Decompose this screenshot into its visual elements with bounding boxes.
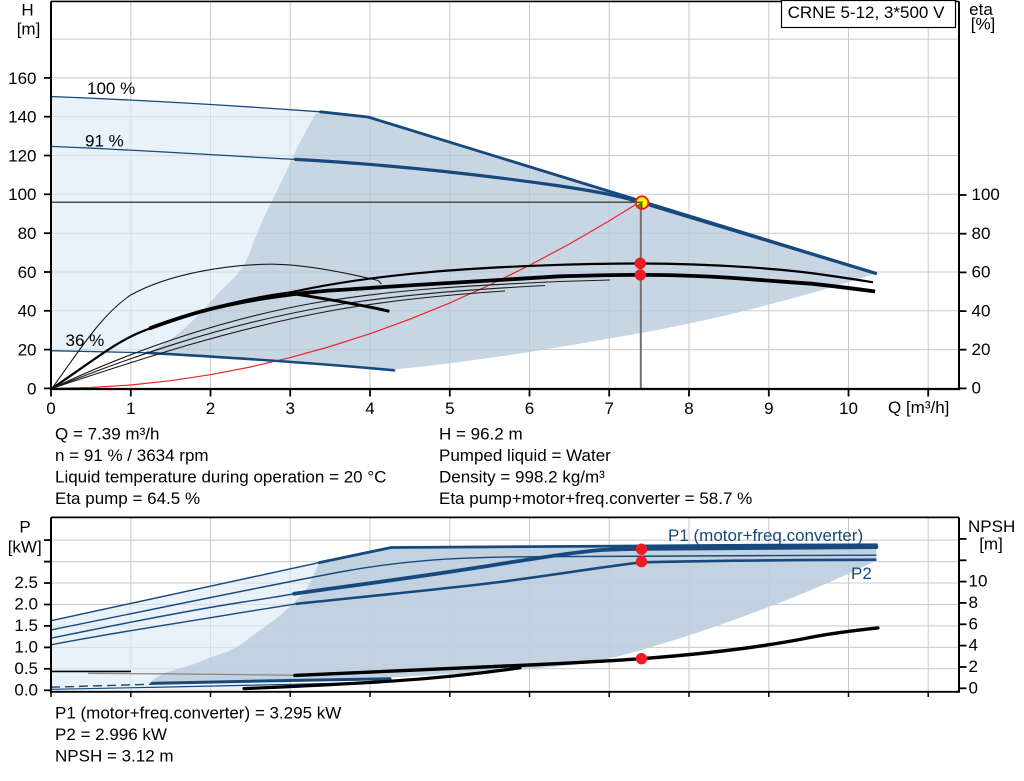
svg-text:8: 8	[684, 399, 693, 418]
svg-text:0.0: 0.0	[14, 680, 38, 699]
svg-text:Pumped liquid = Water: Pumped liquid = Water	[439, 446, 611, 465]
svg-text:1.0: 1.0	[14, 637, 38, 656]
svg-text:140: 140	[8, 108, 36, 127]
svg-text:0: 0	[969, 678, 978, 697]
svg-text:Eta pump+motor+freq.converter: Eta pump+motor+freq.converter = 58.7 %	[439, 489, 752, 508]
svg-text:5: 5	[445, 399, 454, 418]
svg-text:NPSH: NPSH	[968, 517, 1015, 536]
svg-text:2: 2	[206, 399, 215, 418]
svg-text:H = 96.2 m: H = 96.2 m	[439, 425, 523, 444]
svg-text:P: P	[19, 518, 30, 537]
svg-text:10: 10	[839, 399, 858, 418]
svg-text:80: 80	[972, 224, 991, 243]
svg-text:40: 40	[18, 302, 37, 321]
svg-text:P2 = 2.996 kW: P2 = 2.996 kW	[55, 725, 167, 744]
svg-text:36 %: 36 %	[66, 331, 105, 350]
svg-text:[kW]: [kW]	[8, 538, 42, 557]
svg-text:2.5: 2.5	[14, 573, 38, 592]
svg-text:100 %: 100 %	[87, 79, 135, 98]
svg-text:H: H	[21, 0, 33, 19]
svg-text:6: 6	[525, 399, 534, 418]
svg-text:Density = 998.2 kg/m³: Density = 998.2 kg/m³	[439, 468, 605, 487]
svg-text:60: 60	[972, 263, 991, 282]
svg-text:9: 9	[764, 399, 773, 418]
svg-text:P1 (motor+freq.converter) = 3.: P1 (motor+freq.converter) = 3.295 kW	[55, 704, 341, 723]
svg-text:n = 91 % / 3634 rpm: n = 91 % / 3634 rpm	[55, 446, 209, 465]
svg-text:NPSH = 3.12 m: NPSH = 3.12 m	[55, 747, 174, 766]
svg-text:10: 10	[969, 572, 988, 591]
svg-text:[m]: [m]	[17, 19, 41, 38]
svg-text:P1 (motor+freq.converter): P1 (motor+freq.converter)	[668, 526, 863, 545]
svg-text:0.5: 0.5	[14, 659, 38, 678]
svg-text:0: 0	[27, 379, 36, 398]
svg-text:100: 100	[8, 185, 36, 204]
svg-text:3: 3	[285, 399, 294, 418]
svg-text:80: 80	[18, 224, 37, 243]
svg-text:91 %: 91 %	[85, 132, 124, 151]
svg-text:eta: eta	[969, 0, 993, 19]
svg-text:CRNE 5-12, 3*500 V: CRNE 5-12, 3*500 V	[788, 3, 946, 22]
svg-text:160: 160	[8, 69, 36, 88]
svg-text:60: 60	[18, 263, 37, 282]
svg-text:0: 0	[972, 379, 981, 398]
svg-text:1: 1	[126, 399, 135, 418]
svg-text:Q [m³/h]: Q [m³/h]	[888, 398, 949, 417]
svg-text:1.5: 1.5	[14, 616, 38, 635]
svg-text:4: 4	[365, 399, 374, 418]
svg-text:Q = 7.39 m³/h: Q = 7.39 m³/h	[55, 425, 159, 444]
svg-text:8: 8	[969, 593, 978, 612]
svg-text:6: 6	[969, 614, 978, 633]
svg-text:P2: P2	[851, 564, 872, 583]
svg-text:2: 2	[969, 657, 978, 676]
svg-text:Liquid temperature during oper: Liquid temperature during operation = 20…	[55, 468, 386, 487]
svg-text:[m]: [m]	[979, 535, 1003, 554]
svg-text:120: 120	[8, 146, 36, 165]
svg-text:100: 100	[972, 185, 1000, 204]
svg-text:Eta pump = 64.5 %: Eta pump = 64.5 %	[55, 489, 200, 508]
svg-text:2.0: 2.0	[14, 595, 38, 614]
svg-text:[%]: [%]	[971, 14, 996, 33]
svg-text:4: 4	[969, 636, 978, 655]
svg-text:0: 0	[46, 399, 55, 418]
svg-text:40: 40	[972, 301, 991, 320]
svg-text:20: 20	[972, 340, 991, 359]
svg-text:20: 20	[18, 341, 37, 360]
svg-text:7: 7	[604, 399, 613, 418]
